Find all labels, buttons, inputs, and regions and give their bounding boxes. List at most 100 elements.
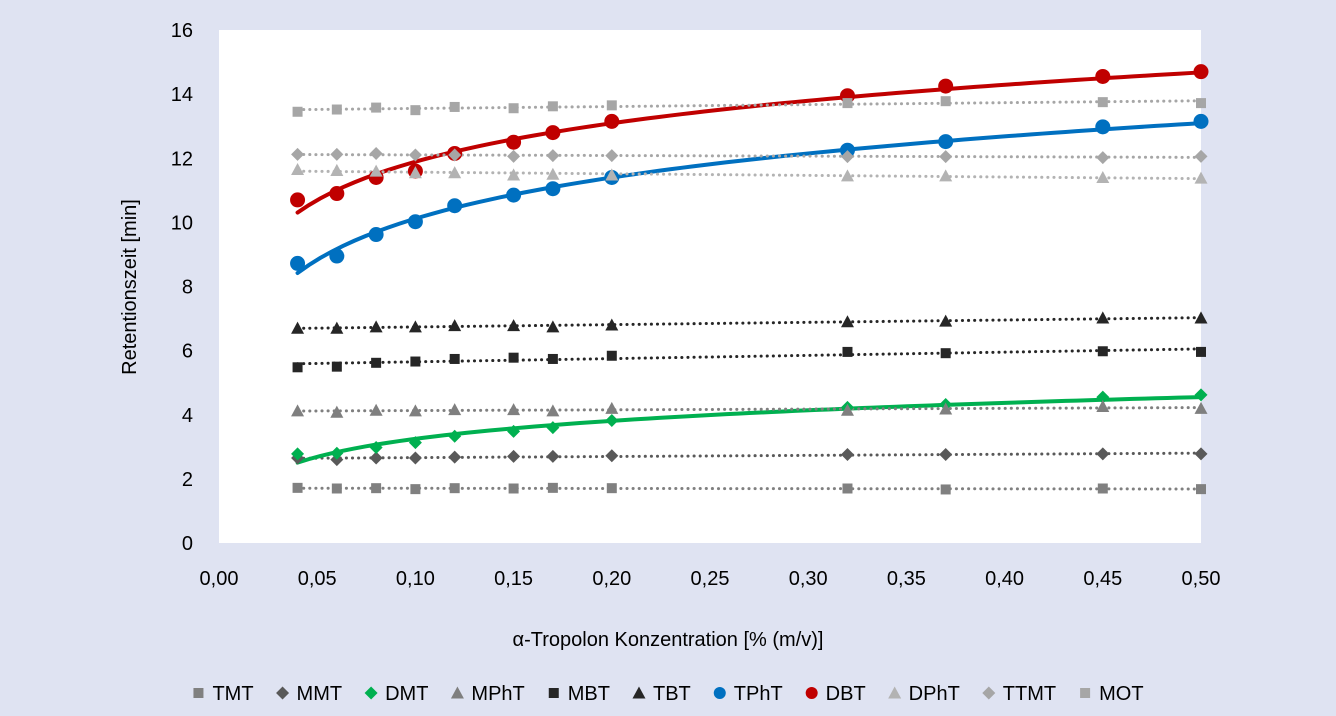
data-point-mot	[292, 106, 303, 117]
x-tick-label: 0,05	[298, 568, 337, 590]
plot-area	[219, 30, 1201, 543]
data-point-dmt	[330, 446, 344, 460]
data-point-mmt	[939, 448, 953, 462]
x-axis-title: α-Tropolon Konzentration [% (m/v)]	[513, 629, 824, 651]
legend-item-dmt: DMT	[364, 683, 428, 705]
data-point-dmt	[546, 421, 560, 435]
legend-label: MPhT	[471, 683, 524, 705]
data-point-tbt	[507, 319, 521, 332]
data-point-mot	[410, 105, 421, 116]
trendline-mpht	[296, 406, 1203, 413]
data-point-tmt	[606, 483, 617, 494]
x-tick-label: 0,50	[1182, 568, 1221, 590]
series-tpht	[290, 113, 1209, 271]
data-point-ttmt	[546, 149, 560, 163]
data-point-ttmt	[1096, 151, 1110, 165]
data-point-mot	[606, 100, 617, 111]
data-point-dmt	[1194, 388, 1208, 402]
legend-item-mmt: MMT	[276, 683, 342, 705]
data-point-dbt	[1193, 64, 1209, 80]
data-point-tpht	[290, 255, 306, 271]
data-point-ttmt	[605, 149, 619, 163]
x-tick-label: 0,40	[985, 568, 1024, 590]
trendline-dmt	[295, 395, 1203, 465]
x-tick-label: 0,35	[887, 568, 926, 590]
legend-marker-dbt	[805, 687, 818, 699]
legend-item-tpht: TPhT	[713, 683, 783, 705]
series-mot	[292, 96, 1206, 117]
data-point-dpht	[1194, 171, 1208, 184]
series-mpht	[291, 399, 1208, 418]
data-point-mbt	[410, 356, 421, 367]
data-point-mot	[449, 101, 460, 112]
data-point-tmt	[1196, 484, 1206, 495]
data-point-dpht	[840, 169, 854, 182]
data-point-mot	[547, 101, 558, 112]
data-point-tmt	[292, 482, 303, 493]
data-point-mpht	[546, 404, 560, 417]
y-axis-title: Retentionszeit [min]	[119, 199, 141, 375]
x-tick-label: 0,30	[789, 568, 828, 590]
data-point-tbt	[840, 315, 854, 328]
legend-item-tbt: TBT	[632, 683, 691, 705]
legend-item-mbt: MBT	[548, 683, 610, 705]
data-point-dpht	[408, 166, 422, 179]
legend-item-dpht: DPhT	[888, 683, 960, 705]
trendlines-layer	[295, 70, 1203, 491]
legend-marker-mot	[1080, 688, 1091, 698]
data-point-mpht	[1194, 401, 1208, 414]
data-point-dbt	[329, 186, 345, 202]
data-point-dmt	[448, 429, 462, 443]
series-mbt	[292, 346, 1206, 373]
data-point-mpht	[330, 405, 344, 418]
data-point-tmt	[449, 483, 460, 494]
data-point-mot	[940, 96, 951, 107]
data-point-tmt	[1097, 483, 1108, 494]
data-point-mbt	[842, 346, 853, 357]
y-tick-label: 12	[171, 148, 193, 170]
data-point-dmt	[408, 436, 422, 450]
legend-label: MBT	[568, 683, 610, 705]
series-tbt	[291, 311, 1208, 334]
data-point-tpht	[938, 134, 954, 150]
series-ttmt	[291, 146, 1208, 165]
data-point-ttmt	[507, 149, 521, 163]
legend-marker-mmt	[276, 686, 290, 700]
legend-marker-dmt	[364, 686, 378, 700]
legend-marker-mbt	[548, 688, 559, 698]
trendline-mmt	[296, 451, 1203, 460]
data-point-mpht	[448, 403, 462, 416]
data-point-dmt	[507, 424, 521, 438]
data-point-tpht	[447, 198, 463, 214]
x-tick-label: 0,15	[494, 568, 533, 590]
data-point-mbt	[292, 362, 303, 373]
data-point-mmt	[605, 449, 619, 463]
data-point-tpht	[368, 227, 384, 243]
data-point-dmt	[369, 440, 383, 454]
data-point-mot	[842, 98, 853, 109]
x-tick-label: 0,45	[1083, 568, 1122, 590]
data-point-mbt	[1196, 346, 1206, 357]
y-tick-label: 10	[171, 212, 193, 234]
series-tmt	[292, 482, 1206, 495]
data-point-mbt	[1097, 346, 1108, 357]
data-point-mpht	[291, 404, 305, 417]
x-tick-labels: 0,00 0,05 0,10 0,15 0,20 0,25 0,30 0,35 0,40 0,45…	[200, 568, 1221, 590]
legend-marker-dpht	[888, 686, 902, 699]
legend-item-mot: MOT	[1080, 683, 1144, 705]
legend-label: TPhT	[734, 683, 783, 705]
legend-marker-tmt	[193, 688, 204, 698]
series-dpht	[291, 162, 1208, 184]
data-point-tmt	[410, 484, 421, 495]
trendline-mot	[296, 99, 1203, 112]
data-point-ttmt	[291, 147, 305, 161]
legend-label: DBT	[826, 683, 866, 705]
data-point-mbt	[547, 353, 558, 364]
data-point-mbt	[331, 361, 342, 372]
data-point-mbt	[940, 348, 951, 359]
data-point-tbt	[1096, 311, 1110, 324]
legend-item-dbt: DBT	[805, 683, 866, 705]
data-point-tmt	[940, 484, 951, 495]
data-point-tmt	[371, 483, 382, 494]
